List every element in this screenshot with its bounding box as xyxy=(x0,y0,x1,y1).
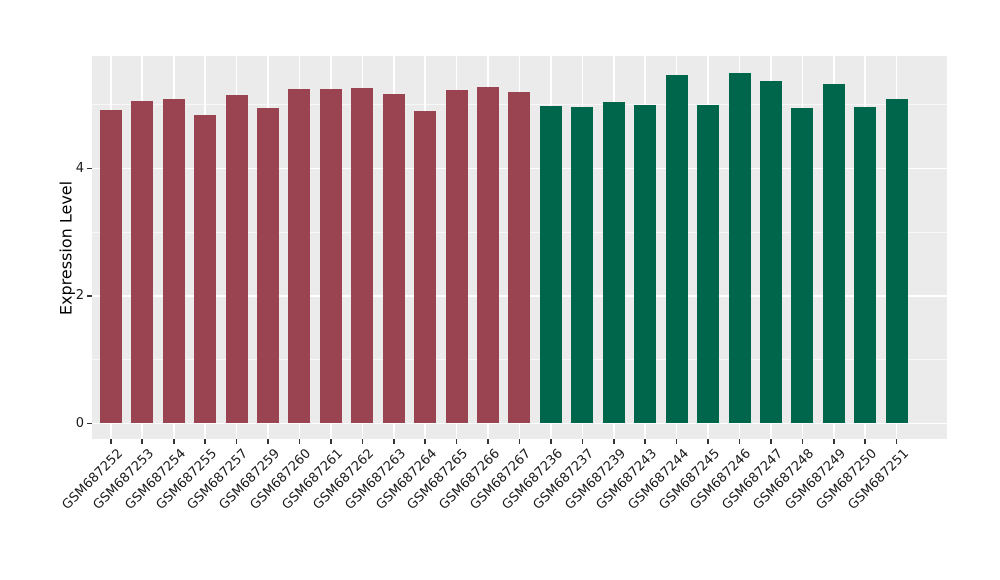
bar-GSM687261 xyxy=(319,88,342,424)
y-tick-mark-2 xyxy=(87,295,92,297)
x-tick-mark-GSM687252 xyxy=(110,439,112,444)
y-tick-mark-4 xyxy=(87,167,92,170)
bar-GSM687248 xyxy=(791,107,814,424)
x-tick-mark-GSM687259 xyxy=(267,439,269,444)
x-tick-mark-GSM687253 xyxy=(141,439,144,444)
x-tick-mark-GSM687246 xyxy=(738,439,741,444)
x-tick-mark-GSM687239 xyxy=(613,439,615,444)
bar-GSM687245 xyxy=(697,105,720,424)
plot-panel xyxy=(92,56,947,439)
bar-GSM687252 xyxy=(99,110,122,424)
bar-GSM687257 xyxy=(225,94,248,424)
bar-GSM687262 xyxy=(351,87,374,424)
x-tick-mark-GSM687254 xyxy=(172,439,175,444)
x-tick-mark-GSM687250 xyxy=(864,439,867,444)
bar-GSM687265 xyxy=(445,89,468,424)
bar-GSM687237 xyxy=(571,107,594,424)
x-tick-mark-GSM687264 xyxy=(424,439,426,444)
bar-GSM687249 xyxy=(822,83,845,424)
x-tick-mark-GSM687257 xyxy=(235,439,238,444)
x-tick-mark-GSM687262 xyxy=(361,439,364,444)
x-tick-mark-GSM687243 xyxy=(644,439,647,444)
bar-GSM687259 xyxy=(257,107,280,424)
bar-GSM687260 xyxy=(288,89,311,424)
bar-GSM687239 xyxy=(602,101,625,424)
x-tick-mark-GSM687261 xyxy=(330,439,332,444)
x-tick-mark-GSM687247 xyxy=(770,439,772,444)
bar-GSM687266 xyxy=(477,87,500,424)
bar-GSM687253 xyxy=(131,100,154,424)
y-tick-mark-0 xyxy=(87,422,92,425)
bar-GSM687264 xyxy=(414,110,437,424)
x-tick-mark-GSM687266 xyxy=(487,439,489,444)
bar-GSM687243 xyxy=(634,104,657,424)
x-tick-mark-GSM687244 xyxy=(675,439,678,444)
x-tick-mark-GSM687251 xyxy=(895,439,898,444)
bar-GSM687263 xyxy=(382,94,405,424)
x-tick-mark-GSM687249 xyxy=(833,439,835,444)
x-tick-mark-GSM687260 xyxy=(298,439,301,444)
bar-GSM687246 xyxy=(728,73,751,424)
x-tick-mark-GSM687267 xyxy=(518,439,521,444)
bar-GSM687254 xyxy=(162,99,185,424)
x-tick-mark-GSM687248 xyxy=(801,439,804,444)
x-tick-mark-GSM687263 xyxy=(392,439,395,444)
bar-GSM687251 xyxy=(885,99,908,424)
y-tick-label-4: 4 xyxy=(75,160,84,176)
bar-GSM687250 xyxy=(854,107,877,424)
x-tick-mark-GSM687255 xyxy=(204,439,206,444)
y-tick-label-0: 0 xyxy=(75,415,84,431)
bar-GSM687244 xyxy=(665,74,688,424)
bar-GSM687267 xyxy=(508,92,531,424)
x-tick-mark-GSM687265 xyxy=(455,439,458,444)
x-tick-mark-GSM687237 xyxy=(581,439,584,444)
x-tick-mark-GSM687236 xyxy=(550,439,552,444)
bar-GSM687236 xyxy=(539,105,562,424)
x-tick-mark-GSM687245 xyxy=(707,439,709,444)
y-tick-label-2: 2 xyxy=(75,288,84,304)
bar-GSM687255 xyxy=(194,114,217,424)
bar-GSM687247 xyxy=(759,80,782,424)
